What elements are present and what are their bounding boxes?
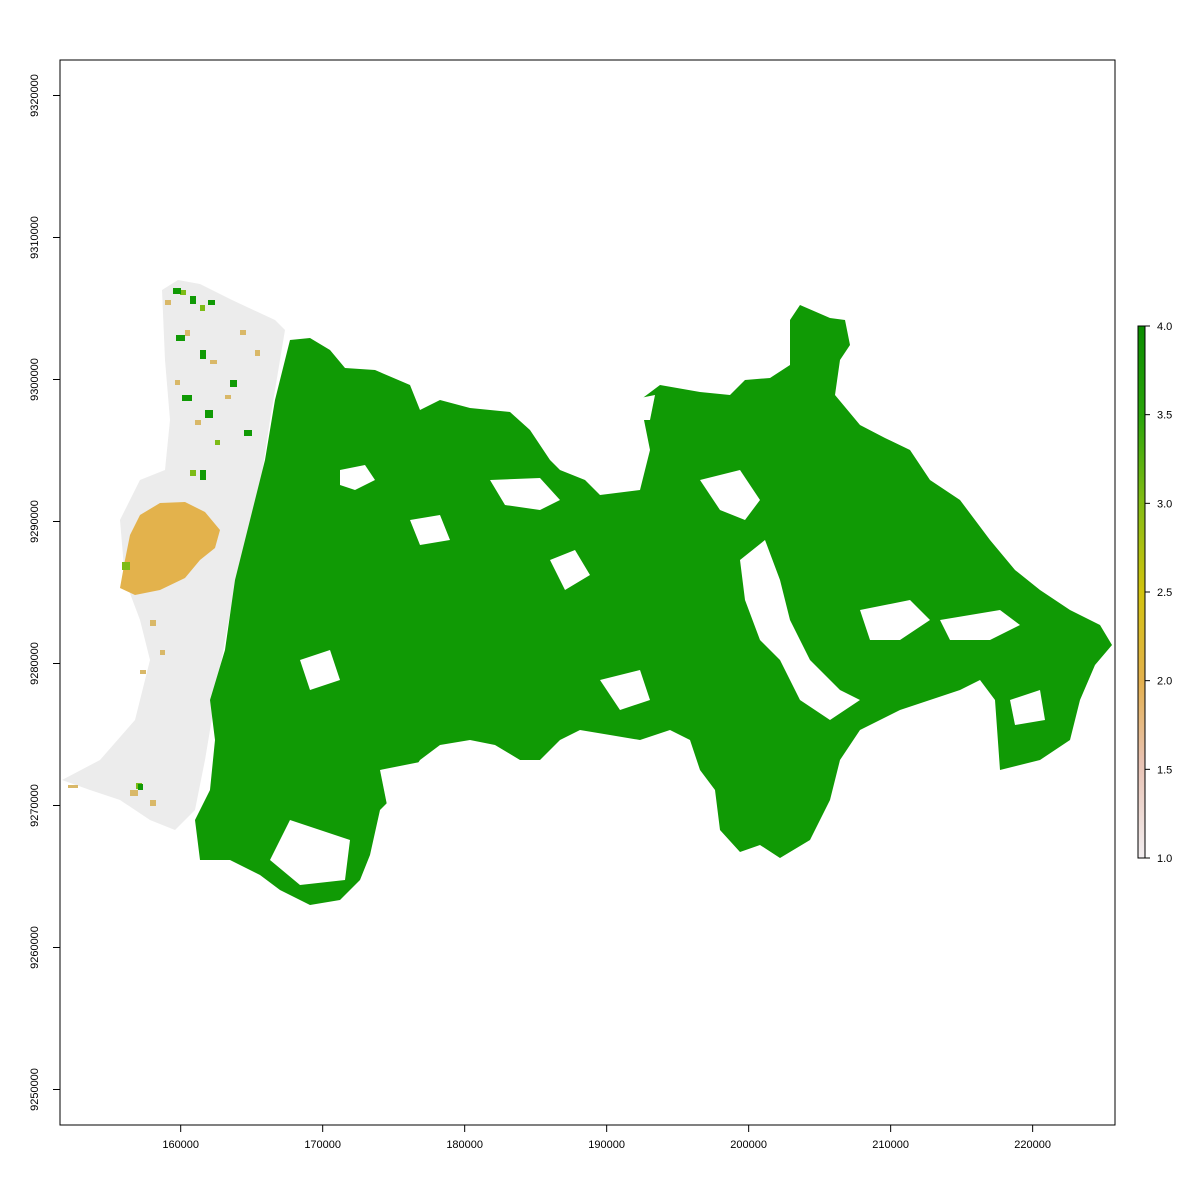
plot-frame: [59, 59, 1116, 1126]
y-tick-label: 9260000: [29, 926, 41, 969]
y-axis: 9250000 9260000 9270000 9280000 9290000 93000…: [29, 74, 60, 1111]
region-class-2-mixed: [120, 502, 220, 595]
colorbar-tick-label: 2.0: [1157, 676, 1172, 688]
colorbar-ticks: 1.0 1.5 2.0 2.5 3.0 3.5 4.0: [1145, 321, 1172, 865]
y-tick-label: 9320000: [29, 74, 41, 117]
y-tick-label: 9310000: [29, 216, 41, 259]
y-tick-label: 9280000: [29, 642, 41, 685]
x-tick-label: 180000: [446, 1139, 483, 1151]
region-class-4-scatter: [138, 288, 252, 790]
x-tick-label: 200000: [730, 1139, 767, 1151]
colorbar: [1137, 325, 1146, 859]
x-tick-label: 210000: [872, 1139, 909, 1151]
x-tick-label: 160000: [162, 1139, 199, 1151]
x-tick-label: 190000: [588, 1139, 625, 1151]
region-class-4-forest-main: [195, 305, 1112, 905]
colorbar-tick-label: 4.0: [1157, 321, 1172, 333]
colorbar-tick-label: 1.0: [1157, 853, 1172, 865]
raster-layer: [62, 280, 1112, 905]
forest-clearings: [270, 395, 1045, 885]
colorbar-tick-label: 2.5: [1157, 587, 1172, 599]
y-tick-label: 9290000: [29, 500, 41, 543]
y-tick-label: 9300000: [29, 358, 41, 401]
colorbar-tick-label: 1.5: [1157, 764, 1172, 776]
x-tick-label: 220000: [1014, 1139, 1051, 1151]
colorbar-tick-label: 3.0: [1157, 498, 1172, 510]
y-tick-label: 9270000: [29, 784, 41, 827]
x-tick-label: 170000: [304, 1139, 341, 1151]
colorbar-legend: 1.0 1.5 2.0 2.5 3.0 3.5 4.0: [1137, 321, 1172, 865]
y-tick-label: 9250000: [29, 1068, 41, 1111]
colorbar-tick-label: 3.5: [1157, 410, 1172, 422]
x-axis: 160000 170000 180000 190000 200000 210000 2200…: [162, 1125, 1051, 1151]
region-class-2-specks: [68, 300, 260, 806]
